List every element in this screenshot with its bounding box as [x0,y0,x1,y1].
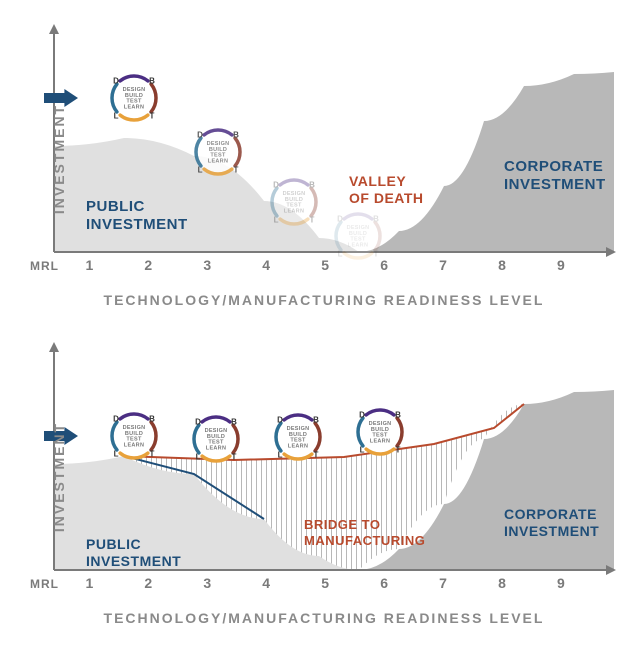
svg-text:L: L [338,250,343,259]
svg-text:D: D [113,415,119,424]
svg-text:PUBLIC: PUBLIC [86,536,141,552]
chart-svg: MRL123456789PUBLICINVESTMENTCORPORATEINV… [28,10,630,280]
x-tick-label: 1 [85,575,93,591]
svg-text:D: D [273,181,279,190]
x-tick-label: 8 [498,257,506,273]
svg-text:LEARN: LEARN [284,208,304,214]
svg-text:B: B [313,416,319,425]
svg-text:L: L [198,166,203,175]
y-axis-label: INVESTMENT [51,104,67,214]
svg-text:CORPORATE: CORPORATE [504,158,603,175]
svg-text:PUBLIC: PUBLIC [86,198,145,215]
svg-text:B: B [233,131,239,140]
svg-text:LEARN: LEARN [370,438,390,444]
top-chart: INVESTMENTMRL123456789PUBLICINVESTMENTCO… [0,0,630,318]
svg-text:D: D [277,416,283,425]
svg-text:INVESTMENT: INVESTMENT [86,553,181,569]
svg-text:B: B [373,215,379,224]
svg-text:LEARN: LEARN [348,242,368,248]
x-tick-label: 1 [85,257,93,273]
svg-text:T: T [396,446,401,455]
svg-text:L: L [274,216,279,225]
x-tick-label: 9 [557,257,565,273]
svg-text:MANUFACTURING: MANUFACTURING [304,533,425,548]
x-tick-label: 3 [203,257,211,273]
svg-text:B: B [395,411,401,420]
corporate-label: CORPORATEINVESTMENT [504,158,606,193]
svg-text:OF DEATH: OF DEATH [349,190,424,206]
cycle-badge: DBTLDESIGNBUILDTESTLEARN [194,417,238,462]
y-axis-label: INVESTMENT [51,422,67,532]
svg-text:INVESTMENT: INVESTMENT [504,176,606,193]
svg-text:D: D [359,411,365,420]
svg-text:B: B [309,181,315,190]
x-tick-label: 5 [321,257,329,273]
svg-text:L: L [114,112,119,121]
svg-text:B: B [231,418,237,427]
svg-text:T: T [150,450,155,459]
svg-text:CORPORATE: CORPORATE [504,506,597,522]
x-tick-label: 6 [380,575,388,591]
cycle-badge: DBTLDESIGNBUILDTESTLEARN [276,415,320,460]
x-ticks: MRL 1 2 3 4 5 6 7 8 9 [30,575,565,591]
svg-text:LEARN: LEARN [208,158,228,164]
x-tick-label: 8 [498,575,506,591]
x-tick-label: 2 [144,575,152,591]
svg-text:B: B [149,77,155,86]
svg-text:D: D [197,131,203,140]
cycle-badge: DBTLDESIGNBUILDTESTLEARN [358,410,402,455]
svg-text:B: B [149,415,155,424]
svg-text:T: T [374,250,379,259]
x-axis-label: TECHNOLOGY/MANUFACTURING READINESS LEVEL [28,292,620,308]
svg-text:L: L [278,451,283,460]
x-tick-label: 7 [439,575,447,591]
bottom-chart: INVESTMENTMRL123456789PUBLICINVESTMENTCO… [0,318,630,636]
x-axis-label: TECHNOLOGY/MANUFACTURING READINESS LEVEL [28,610,620,626]
x-tick-label: 4 [262,257,270,273]
mrl-label: MRL [30,577,59,591]
svg-text:T: T [234,166,239,175]
x-ticks: MRL 1 2 3 4 5 6 7 8 9 [30,257,565,273]
chart-svg: MRL123456789PUBLICINVESTMENTCORPORATEINV… [28,328,630,598]
svg-text:T: T [232,453,237,462]
corporate-label: CORPORATEINVESTMENT [504,506,599,539]
svg-text:INVESTMENT: INVESTMENT [504,523,599,539]
svg-text:D: D [337,215,343,224]
svg-text:T: T [150,112,155,121]
cycle-badge: DBTLDESIGNBUILDTESTLEARN [112,76,156,121]
x-tick-label: 9 [557,575,565,591]
x-tick-label: 2 [144,257,152,273]
svg-text:LEARN: LEARN [124,104,144,110]
svg-text:BRIDGE TO: BRIDGE TO [304,517,381,532]
svg-text:LEARN: LEARN [288,443,308,449]
svg-text:LEARN: LEARN [124,442,144,448]
x-tick-label: 5 [321,575,329,591]
svg-text:D: D [195,418,201,427]
svg-text:INVESTMENT: INVESTMENT [86,216,188,233]
svg-text:L: L [114,450,119,459]
x-tick-label: 3 [203,575,211,591]
cycle-badge: DBTLDESIGNBUILDTESTLEARN [112,414,156,459]
x-tick-label: 6 [380,257,388,273]
svg-text:L: L [196,453,201,462]
svg-text:T: T [310,216,315,225]
svg-text:L: L [360,446,365,455]
valley-label: VALLEYOF DEATH [349,173,424,206]
mrl-label: MRL [30,259,59,273]
svg-text:D: D [113,77,119,86]
svg-text:LEARN: LEARN [206,445,226,451]
svg-text:T: T [314,451,319,460]
x-tick-label: 7 [439,257,447,273]
x-tick-label: 4 [262,575,270,591]
svg-text:VALLEY: VALLEY [349,173,406,189]
